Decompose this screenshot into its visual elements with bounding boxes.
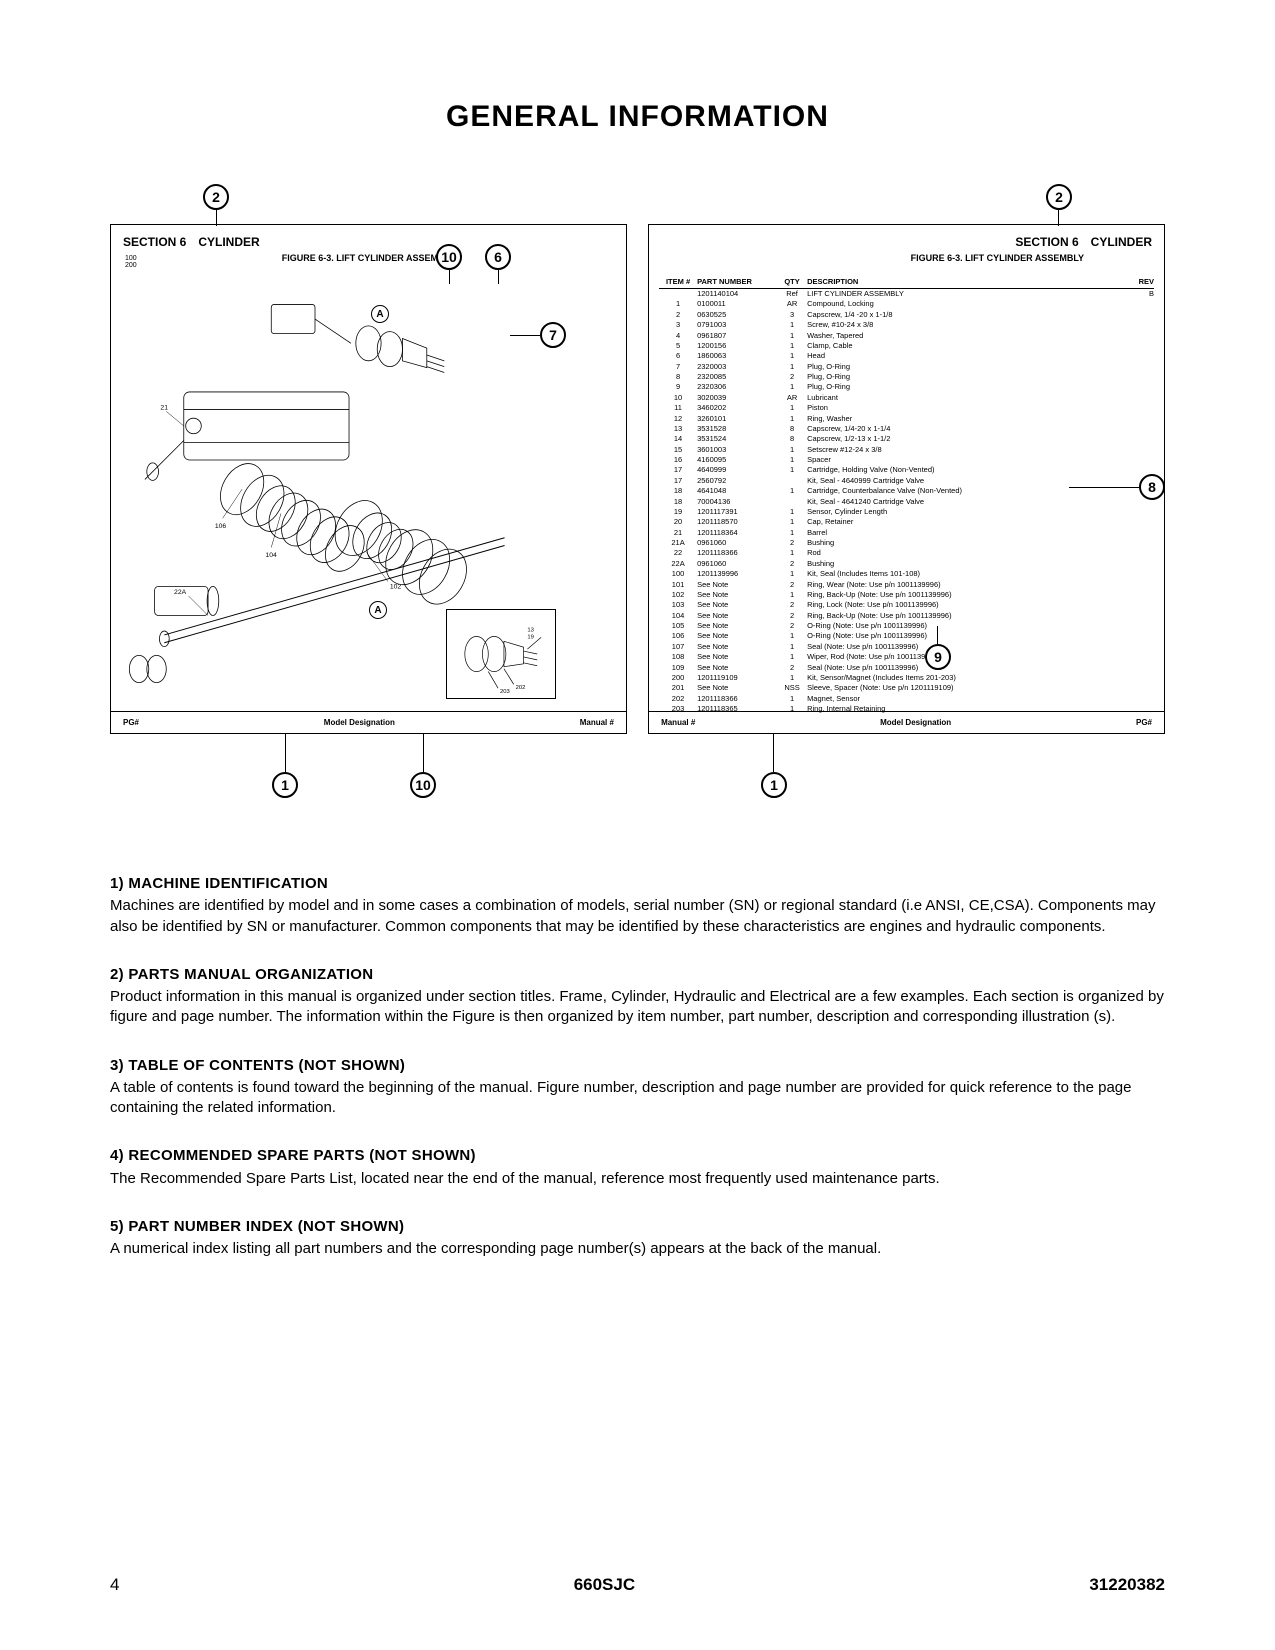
table-row: 618600631Head (659, 351, 1154, 361)
frame-footer-right: Manual # Model Designation PG# (649, 711, 1164, 733)
drawing-note: 100200 (125, 255, 137, 269)
parts-table: ITEM # PART NUMBER QTY DESCRIPTION REV 1… (659, 275, 1154, 703)
section-body: A table of contents is found toward the … (110, 1078, 1165, 1119)
table-row: 10100011ARCompound, Locking (659, 299, 1154, 309)
page-footer: 4 660SJC 31220382 (110, 1575, 1165, 1595)
page-title: GENERAL INFORMATION (110, 100, 1165, 134)
frame-header-right: SECTION 6 CYLINDER (649, 225, 1164, 253)
svg-text:22A: 22A (174, 589, 187, 596)
section-body: The Recommended Spare Parts List, locate… (110, 1169, 1165, 1189)
table-row: 307910031Screw, #10-24 x 3/8 (659, 320, 1154, 330)
table-row: 101See Note2Ring, Wear (Note: Use p/n 10… (659, 580, 1154, 590)
callout-2-left: 2 (203, 184, 229, 210)
table-row: 1870004136Kit, Seal - 4641240 Cartridge … (659, 497, 1154, 507)
table-row: 21A09610602Bushing (659, 538, 1154, 548)
page-number: 4 (110, 1575, 119, 1595)
callout-8: 8 (1139, 474, 1165, 500)
table-row: 1201140104RefLIFT CYLINDER ASSEMBLYB (659, 289, 1154, 299)
table-row: 2212011183661Rod (659, 548, 1154, 558)
th-desc: DESCRIPTION (807, 277, 1124, 286)
table-row: 2112011183641Barrel (659, 528, 1154, 538)
table-row: 102See Note1Ring, Back-Up (Note: Use p/n… (659, 590, 1154, 600)
parts-table-frame: SECTION 6 CYLINDER FIGURE 6-3. LIFT CYLI… (648, 224, 1165, 734)
svg-text:104: 104 (265, 552, 277, 559)
footer-pg: PG# (123, 718, 139, 727)
table-row: 20212011183661Magnet, Sensor (659, 694, 1154, 704)
frame-footer-left: PG# Model Designation Manual # (111, 711, 626, 733)
th-pn: PART NUMBER (697, 277, 777, 286)
table-row: 512001561Clamp, Cable (659, 341, 1154, 351)
table-row: 103See Note2Ring, Lock (Note: Use p/n 10… (659, 600, 1154, 610)
section-heading: 2) PARTS MANUAL ORGANIZATION (110, 965, 1165, 985)
frame-subtitle-left: FIGURE 6-3. LIFT CYLINDER ASSEMBLY (111, 253, 626, 269)
section-heading: 3) TABLE OF CONTENTS (NOT SHOWN) (110, 1056, 1165, 1076)
parts-table-header: ITEM # PART NUMBER QTY DESCRIPTION REV (659, 275, 1154, 289)
table-row: 723200031Plug, O-Ring (659, 362, 1154, 372)
footer-model: Model Designation (324, 718, 395, 727)
section-body: A numerical index listing all part numbe… (110, 1239, 1165, 1259)
section-heading: 1) MACHINE IDENTIFICATION (110, 874, 1165, 894)
table-row: 1435315248Capscrew, 1/2-13 x 1-1/2 (659, 434, 1154, 444)
table-row: 2012011185701Cap, Retainer (659, 517, 1154, 527)
table-row: 103020039ARLubricant (659, 393, 1154, 403)
table-row: 1335315288Capscrew, 1/4-20 x 1-1/4 (659, 424, 1154, 434)
section-heading: 4) RECOMMENDED SPARE PARTS (NOT SHOWN) (110, 1146, 1165, 1166)
table-row: 823200852Plug, O-Ring (659, 372, 1154, 382)
footer-manual: Manual # (580, 718, 614, 727)
drawing-frame: SECTION 6 CYLINDER FIGURE 6-3. LIFT CYLI… (110, 224, 627, 734)
th-item: ITEM # (659, 277, 697, 286)
table-row: 1912011173911Sensor, Cylinder Length (659, 507, 1154, 517)
footer-pg-r: PG# (1136, 718, 1152, 727)
table-row: 201See NoteNSSSleeve, Spacer (Note: Use … (659, 683, 1154, 693)
section-body: Product information in this manual is or… (110, 987, 1165, 1028)
doc-number: 31220382 (1089, 1575, 1165, 1595)
table-row: 105See Note2O-Ring (Note: Use p/n 100113… (659, 621, 1154, 631)
callout-2-right: 2 (1046, 184, 1072, 210)
callout-9: 9 (925, 644, 951, 670)
svg-text:203: 203 (500, 689, 510, 695)
section-body: Machines are identified by model and in … (110, 896, 1165, 937)
table-row: 1536010031Setscrew #12-24 x 3/8 (659, 445, 1154, 455)
model-code: 660SJC (574, 1575, 635, 1595)
table-row: 106See Note1O-Ring (Note: Use p/n 100113… (659, 631, 1154, 641)
table-row: 1746409991Cartridge, Holding Valve (Non-… (659, 465, 1154, 475)
callout-7: 7 (540, 322, 566, 348)
diagram: 2 2 10 6 7 8 9 1 10 1 SECTION 6 CYLINDER… (110, 184, 1165, 824)
table-row: 1641600951Spacer (659, 455, 1154, 465)
svg-text:202: 202 (516, 685, 526, 691)
svg-text:102: 102 (390, 583, 402, 590)
inset-A: 203 202 1319 (446, 609, 556, 699)
table-row: 1134602021Piston (659, 403, 1154, 413)
table-row: 172560792Kit, Seal - 4640999 Cartridge V… (659, 476, 1154, 486)
table-row: 1232601011Ring, Washer (659, 414, 1154, 424)
callout-10-bottom: 10 (410, 772, 436, 798)
table-row: 206305253Capscrew, 1/4 -20 x 1-1/8 (659, 310, 1154, 320)
table-row: 923203061Plug, O-Ring (659, 382, 1154, 392)
callout-6: 6 (485, 244, 511, 270)
info-sections: 1) MACHINE IDENTIFICATIONMachines are id… (110, 874, 1165, 1259)
section-heading: 5) PART NUMBER INDEX (NOT SHOWN) (110, 1217, 1165, 1237)
frame-subtitle-right: FIGURE 6-3. LIFT CYLINDER ASSEMBLY (649, 253, 1164, 269)
table-row: 10012011399961Kit, Seal (Includes Items … (659, 569, 1154, 579)
frame-header-left: SECTION 6 CYLINDER (111, 225, 626, 253)
footer-manual-r: Manual # (661, 718, 695, 727)
footer-model-r: Model Designation (880, 718, 951, 727)
table-row: 104See Note2Ring, Back-Up (Note: Use p/n… (659, 611, 1154, 621)
table-row: 109See Note2Seal (Note: Use p/n 10011399… (659, 663, 1154, 673)
table-row: 409618071Washer, Tapered (659, 331, 1154, 341)
svg-text:106: 106 (215, 523, 227, 530)
table-row: 20012011191091Kit, Sensor/Magnet (Includ… (659, 673, 1154, 683)
table-row: 107See Note1Seal (Note: Use p/n 10011399… (659, 642, 1154, 652)
callout-1-left: 1 (272, 772, 298, 798)
table-row: 108See Note1Wiper, Rod (Note: Use p/n 10… (659, 652, 1154, 662)
callout-1-right: 1 (761, 772, 787, 798)
th-rev: REV (1124, 277, 1154, 286)
table-row: 22A09610602Bushing (659, 559, 1154, 569)
th-qty: QTY (777, 277, 807, 286)
svg-text:1319: 1319 (527, 628, 534, 641)
svg-text:21: 21 (160, 404, 168, 411)
callout-10-top: 10 (436, 244, 462, 270)
